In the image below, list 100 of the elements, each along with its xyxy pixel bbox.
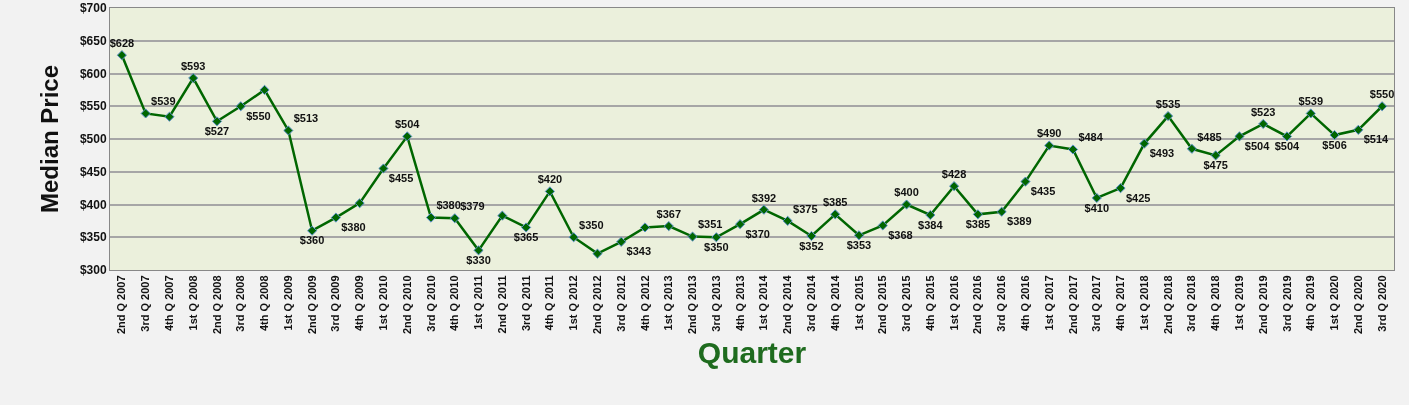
x-tick-label: 1st Q 2010 [377,275,390,331]
x-tick-label: 2nd Q 2016 [971,275,984,335]
y-axis-title: Median Price [36,64,63,214]
x-tick-label: 4th Q 2007 [163,275,176,332]
point [1067,144,1079,155]
point [853,230,865,241]
x-tick-label: 3rd Q 2016 [995,275,1008,332]
x-tick-label: 4th Q 2015 [923,275,936,332]
x-tick-label: 3rd Q 2020 [1375,275,1388,332]
point [449,213,460,224]
x-tick-label: 4th Q 2018 [1209,275,1222,332]
x-tick-label: 1st Q 2014 [757,274,770,331]
data-label: $375 [793,202,818,215]
point [639,222,651,233]
point [1091,192,1102,203]
x-tick-label: 3rd Q 2011 [519,275,532,332]
x-tick-label: 1st Q 2018 [1137,275,1150,331]
x-tick-label: 1st Q 2015 [852,275,865,331]
x-tick-label: 2nd Q 2008 [210,275,223,335]
point [1139,138,1150,149]
x-tick-label: 1st Q 2012 [567,275,580,331]
point [164,111,175,122]
x-tick-label: 3rd Q 2017 [1090,275,1103,332]
point [1234,131,1245,142]
point [283,125,294,136]
point [949,181,960,192]
point [592,248,603,259]
x-tick-label: 3rd Q 2014 [805,274,818,332]
x-tick-label: 4th Q 2013 [733,275,746,332]
point [473,245,484,256]
data-label: $350 [579,219,604,232]
data-label: $535 [1155,97,1181,110]
point [521,222,532,233]
data-label: $455 [388,172,414,185]
x-tick-label: 4th Q 2008 [258,275,271,332]
point [116,50,127,61]
data-label: $353 [846,238,872,251]
x-tick-label: 2nd Q 2010 [400,275,413,335]
y-tick-label: $600 [79,66,107,81]
data-label: $384 [918,218,944,231]
data-label: $380 [341,221,366,234]
data-label: $539 [151,95,176,108]
x-axis-title: Quarter [697,335,807,369]
point [1353,124,1364,135]
point [758,204,769,215]
x-tick-label: 1st Q 2009 [281,275,294,331]
point [188,73,199,84]
data-label: $420 [537,173,563,186]
x-tick-label: 2nd Q 2019 [1256,275,1269,335]
point [354,198,365,209]
x-tick-label: 2nd Q 2020 [1351,275,1364,335]
x-tick-label: 1st Q 2016 [947,275,960,331]
x-tick-label: 3rd Q 2009 [329,275,342,332]
data-label: $360 [299,234,325,247]
x-tick-label: 1st Q 2011 [472,275,485,330]
x-tick-label: 3rd Q 2013 [709,275,722,332]
point [259,84,270,95]
point [711,232,722,243]
data-label: $389 [1007,215,1032,228]
x-tick-label: 4th Q 2012 [638,275,651,332]
data-label: $504 [1244,140,1271,153]
x-tick-label: 4th Q 2016 [1019,275,1032,332]
x-tick-label: 4th Q 2017 [1114,275,1127,332]
point [497,210,508,221]
x-tick-label: 2nd Q 2007 [115,275,128,335]
data-label: $484 [1078,131,1104,144]
point [1281,131,1293,142]
data-label: $428 [941,168,967,181]
point [1258,118,1269,129]
data-label: $400 [894,186,919,199]
data-label: $379 [460,200,485,213]
x-tick-label: 3rd Q 2007 [139,275,152,332]
x-tick-label: 2nd Q 2013 [686,275,699,335]
data-label: $527 [204,124,230,137]
point [568,232,579,243]
data-label: $330 [466,253,491,266]
x-tick-label: 4th Q 2009 [353,275,366,332]
data-label: $385 [965,217,991,230]
point [425,212,437,223]
x-tick-label: 3rd Q 2012 [614,275,627,332]
data-label: $351 [697,218,723,231]
x-tick-label: 3rd Q 2015 [900,275,913,332]
point [1377,101,1388,112]
y-tick-label: $500 [79,132,107,147]
data-label: $410 [1084,201,1110,214]
x-tick-label: 2nd Q 2011 [495,275,508,334]
data-label: $493 [1149,147,1175,160]
data-label: $352 [799,239,824,252]
data-label: $385 [822,196,848,209]
point [687,231,698,242]
data-label: $514 [1363,133,1390,146]
point [211,116,223,127]
data-label: $370 [745,227,770,240]
x-tick-label: 3rd Q 2018 [1185,275,1198,332]
point [1020,176,1031,187]
point [782,215,793,226]
y-tick-label: $450 [79,164,107,179]
point [996,206,1007,217]
x-tick-label: 1st Q 2008 [186,275,199,331]
point [544,186,555,197]
